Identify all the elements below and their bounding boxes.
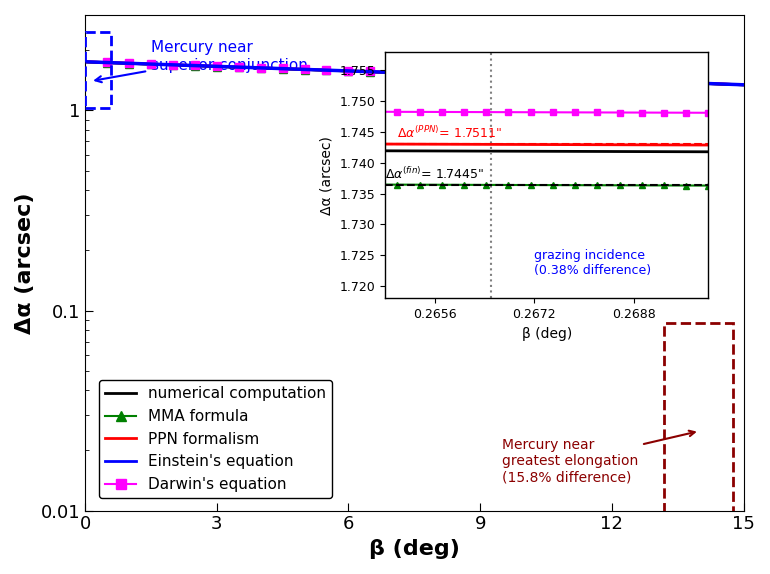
Text: $\Delta\alpha^{(PPN)}$= 1.7511": $\Delta\alpha^{(PPN)}$= 1.7511" [397, 125, 503, 141]
Y-axis label: Δα (arcsec): Δα (arcsec) [15, 192, 35, 333]
X-axis label: β (deg): β (deg) [369, 539, 460, 559]
Text: grazing incidence
(0.38% difference): grazing incidence (0.38% difference) [534, 249, 651, 277]
Text: Mercury near
superior conjunction: Mercury near superior conjunction [95, 40, 308, 82]
Text: $\Delta\alpha^{(fin)}$= 1.7445": $\Delta\alpha^{(fin)}$= 1.7445" [385, 166, 484, 182]
Y-axis label: Δα (arcsec): Δα (arcsec) [320, 135, 334, 215]
Legend: numerical computation, MMA formula, PPN formalism, Einstein's equation, Darwin's: numerical computation, MMA formula, PPN … [99, 380, 333, 498]
X-axis label: β (deg): β (deg) [521, 327, 572, 341]
Text: Mercury near
greatest elongation
(15.8% difference): Mercury near greatest elongation (15.8% … [502, 430, 695, 484]
